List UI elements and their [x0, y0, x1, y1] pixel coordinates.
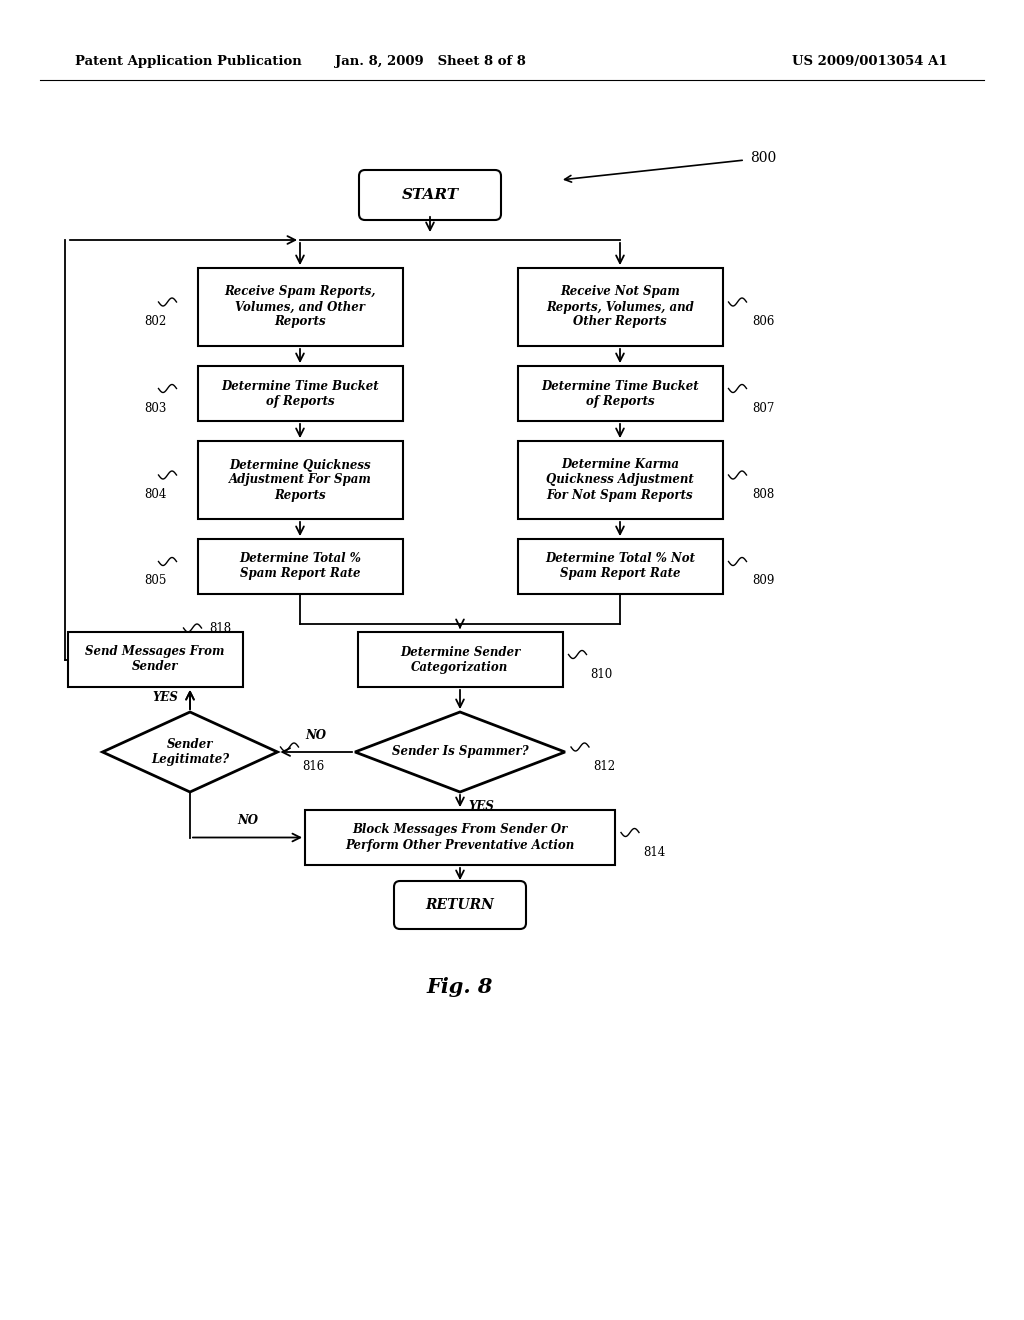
Text: 804: 804	[144, 488, 167, 502]
Text: Send Messages From
Sender: Send Messages From Sender	[85, 645, 224, 673]
Text: 809: 809	[753, 574, 775, 587]
Text: 814: 814	[643, 846, 666, 858]
Bar	[68, 632, 243, 686]
Text: Receive Not Spam
Reports, Volumes, and
Other Reports: Receive Not Spam Reports, Volumes, and O…	[546, 285, 694, 329]
Bar	[198, 539, 402, 594]
Text: NO: NO	[306, 729, 327, 742]
Text: Determine Total %
Spam Report Rate: Determine Total % Spam Report Rate	[239, 553, 360, 581]
Text: Sender Is Spammer?: Sender Is Spammer?	[392, 746, 528, 759]
Text: Block Messages From Sender Or
Perform Other Preventative Action: Block Messages From Sender Or Perform Ot…	[345, 824, 574, 851]
Text: 808: 808	[753, 488, 775, 502]
Text: 807: 807	[753, 401, 775, 414]
FancyBboxPatch shape	[394, 880, 526, 929]
Text: YES: YES	[468, 800, 494, 813]
Text: YES: YES	[153, 690, 178, 704]
Text: 800: 800	[750, 150, 776, 165]
Text: 802: 802	[144, 315, 167, 327]
Text: 803: 803	[144, 401, 167, 414]
Text: NO: NO	[237, 814, 258, 828]
Text: Determine Karma
Quickness Adjustment
For Not Spam Reports: Determine Karma Quickness Adjustment For…	[546, 458, 694, 502]
Text: Receive Spam Reports,
Volumes, and Other
Reports: Receive Spam Reports, Volumes, and Other…	[224, 285, 376, 329]
Bar	[198, 268, 402, 346]
Bar	[517, 441, 723, 519]
Text: 818: 818	[210, 622, 231, 635]
Text: RETURN: RETURN	[426, 898, 495, 912]
Bar	[517, 539, 723, 594]
Text: 806: 806	[753, 315, 775, 327]
Text: Determine Sender
Categorization: Determine Sender Categorization	[399, 645, 520, 673]
Bar	[198, 441, 402, 519]
Text: Patent Application Publication: Patent Application Publication	[75, 55, 302, 69]
Polygon shape	[102, 711, 278, 792]
Text: Determine Total % Not
Spam Report Rate: Determine Total % Not Spam Report Rate	[545, 553, 695, 581]
Text: START: START	[401, 187, 459, 202]
Bar	[305, 810, 615, 865]
Text: Determine Quickness
Adjustment For Spam
Reports: Determine Quickness Adjustment For Spam …	[228, 458, 372, 502]
Bar	[357, 632, 562, 686]
Text: 816: 816	[302, 760, 325, 774]
Bar	[517, 268, 723, 346]
Text: Determine Time Bucket
of Reports: Determine Time Bucket of Reports	[221, 380, 379, 408]
Text: 810: 810	[591, 668, 612, 681]
Polygon shape	[355, 711, 565, 792]
FancyBboxPatch shape	[359, 170, 501, 220]
Text: Sender
Legitimate?: Sender Legitimate?	[151, 738, 229, 766]
Text: Determine Time Bucket
of Reports: Determine Time Bucket of Reports	[542, 380, 698, 408]
Text: US 2009/0013054 A1: US 2009/0013054 A1	[793, 55, 948, 69]
Text: 812: 812	[593, 760, 615, 774]
Bar	[517, 366, 723, 421]
Text: 805: 805	[144, 574, 167, 587]
Bar	[198, 366, 402, 421]
Text: Fig. 8: Fig. 8	[427, 977, 494, 997]
Text: Jan. 8, 2009   Sheet 8 of 8: Jan. 8, 2009 Sheet 8 of 8	[335, 55, 525, 69]
